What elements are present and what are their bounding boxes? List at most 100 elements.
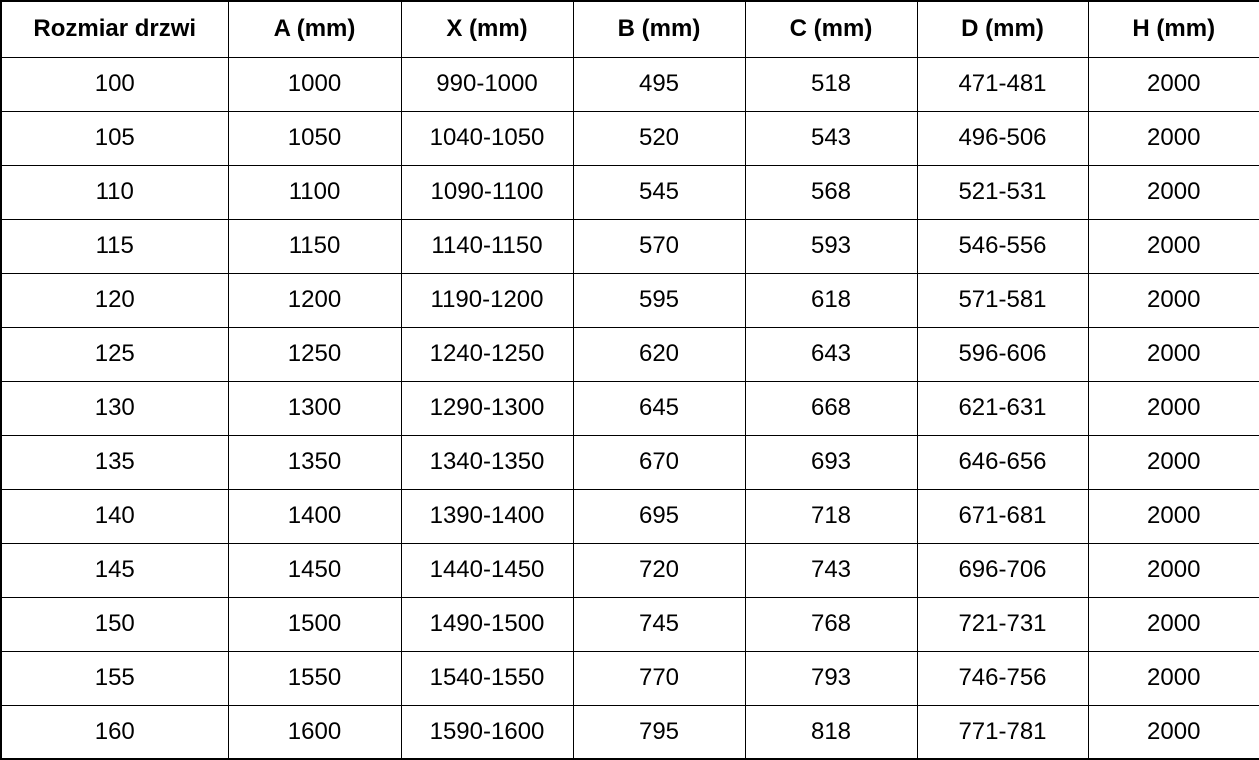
table-cell: 2000 <box>1087 56 1259 112</box>
table-cell: 1550 <box>227 650 402 706</box>
table-cell: 771-781 <box>916 704 1089 760</box>
table-cell: 795 <box>572 704 746 760</box>
table-cell: 1000 <box>227 56 402 112</box>
table-header: Rozmiar drzwi A (mm) X (mm) B (mm) C (mm) D (… <box>0 0 1259 58</box>
table-cell: 100 <box>0 56 229 112</box>
table-row: 140 1400 1390-1400 695 718 671-681 2000 <box>0 488 1259 544</box>
column-header: H (mm) <box>1087 0 1259 58</box>
column-header: D (mm) <box>916 0 1089 58</box>
table-row: 105 1050 1040-1050 520 543 496-506 2000 <box>0 110 1259 166</box>
table-cell: 1240-1250 <box>400 326 574 382</box>
table-cell: 1190-1200 <box>400 272 574 328</box>
table-cell: 595 <box>572 272 746 328</box>
column-header: B (mm) <box>572 0 746 58</box>
table-row: 135 1350 1340-1350 670 693 646-656 2000 <box>0 434 1259 490</box>
table-cell: 2000 <box>1087 542 1259 598</box>
table-cell: 1340-1350 <box>400 434 574 490</box>
table-cell: 2000 <box>1087 434 1259 490</box>
table-row: 115 1150 1140-1150 570 593 546-556 2000 <box>0 218 1259 274</box>
table-cell: 543 <box>744 110 918 166</box>
table-cell: 1250 <box>227 326 402 382</box>
table-cell: 545 <box>572 164 746 220</box>
table-cell: 2000 <box>1087 650 1259 706</box>
table-cell: 520 <box>572 110 746 166</box>
table-cell: 125 <box>0 326 229 382</box>
table-cell: 2000 <box>1087 704 1259 760</box>
table-cell: 546-556 <box>916 218 1089 274</box>
table-cell: 2000 <box>1087 380 1259 436</box>
table-row: 130 1300 1290-1300 645 668 621-631 2000 <box>0 380 1259 436</box>
table-cell: 793 <box>744 650 918 706</box>
table-cell: 496-506 <box>916 110 1089 166</box>
table-cell: 718 <box>744 488 918 544</box>
table-cell: 570 <box>572 218 746 274</box>
table-cell: 671-681 <box>916 488 1089 544</box>
table-cell: 2000 <box>1087 596 1259 652</box>
table-cell: 2000 <box>1087 488 1259 544</box>
table-cell: 593 <box>744 218 918 274</box>
table-cell: 145 <box>0 542 229 598</box>
table-cell: 115 <box>0 218 229 274</box>
header-row: Rozmiar drzwi A (mm) X (mm) B (mm) C (mm) D (… <box>0 0 1259 58</box>
column-header: A (mm) <box>227 0 402 58</box>
table-cell: 160 <box>0 704 229 760</box>
table-cell: 1040-1050 <box>400 110 574 166</box>
table-cell: 645 <box>572 380 746 436</box>
table-row: 145 1450 1440-1450 720 743 696-706 2000 <box>0 542 1259 598</box>
table-cell: 1090-1100 <box>400 164 574 220</box>
column-header: Rozmiar drzwi <box>0 0 229 58</box>
table-cell: 668 <box>744 380 918 436</box>
table-cell: 130 <box>0 380 229 436</box>
table-cell: 743 <box>744 542 918 598</box>
table-cell: 155 <box>0 650 229 706</box>
table-cell: 1300 <box>227 380 402 436</box>
table-cell: 1150 <box>227 218 402 274</box>
table-cell: 1590-1600 <box>400 704 574 760</box>
table-cell: 746-756 <box>916 650 1089 706</box>
table-body: 100 1000 990-1000 495 518 471-481 2000 105 1050 1… <box>0 56 1259 760</box>
table-cell: 1600 <box>227 704 402 760</box>
table-cell: 518 <box>744 56 918 112</box>
table-cell: 618 <box>744 272 918 328</box>
table-cell: 670 <box>572 434 746 490</box>
table-cell: 150 <box>0 596 229 652</box>
table-cell: 1050 <box>227 110 402 166</box>
table-cell: 1390-1400 <box>400 488 574 544</box>
table-cell: 2000 <box>1087 164 1259 220</box>
table-cell: 1290-1300 <box>400 380 574 436</box>
table-cell: 2000 <box>1087 272 1259 328</box>
table-cell: 2000 <box>1087 110 1259 166</box>
table-cell: 1450 <box>227 542 402 598</box>
table-cell: 1440-1450 <box>400 542 574 598</box>
table-cell: 2000 <box>1087 218 1259 274</box>
table-row: 120 1200 1190-1200 595 618 571-581 2000 <box>0 272 1259 328</box>
table-cell: 1200 <box>227 272 402 328</box>
table-cell: 471-481 <box>916 56 1089 112</box>
table-cell: 2000 <box>1087 326 1259 382</box>
table-cell: 990-1000 <box>400 56 574 112</box>
table-cell: 1350 <box>227 434 402 490</box>
table-cell: 596-606 <box>916 326 1089 382</box>
table-cell: 521-531 <box>916 164 1089 220</box>
column-header: C (mm) <box>744 0 918 58</box>
table-row: 160 1600 1590-1600 795 818 771-781 2000 <box>0 704 1259 760</box>
table-cell: 646-656 <box>916 434 1089 490</box>
table-cell: 120 <box>0 272 229 328</box>
table-cell: 135 <box>0 434 229 490</box>
table-cell: 620 <box>572 326 746 382</box>
table-cell: 1490-1500 <box>400 596 574 652</box>
table-cell: 770 <box>572 650 746 706</box>
table-row: 110 1100 1090-1100 545 568 521-531 2000 <box>0 164 1259 220</box>
table-cell: 1540-1550 <box>400 650 574 706</box>
table-cell: 768 <box>744 596 918 652</box>
table-row: 155 1550 1540-1550 770 793 746-756 2000 <box>0 650 1259 706</box>
table-row: 125 1250 1240-1250 620 643 596-606 2000 <box>0 326 1259 382</box>
table-cell: 693 <box>744 434 918 490</box>
table-cell: 696-706 <box>916 542 1089 598</box>
table-cell: 745 <box>572 596 746 652</box>
table-cell: 568 <box>744 164 918 220</box>
table-cell: 140 <box>0 488 229 544</box>
column-header: X (mm) <box>400 0 574 58</box>
table-cell: 621-631 <box>916 380 1089 436</box>
